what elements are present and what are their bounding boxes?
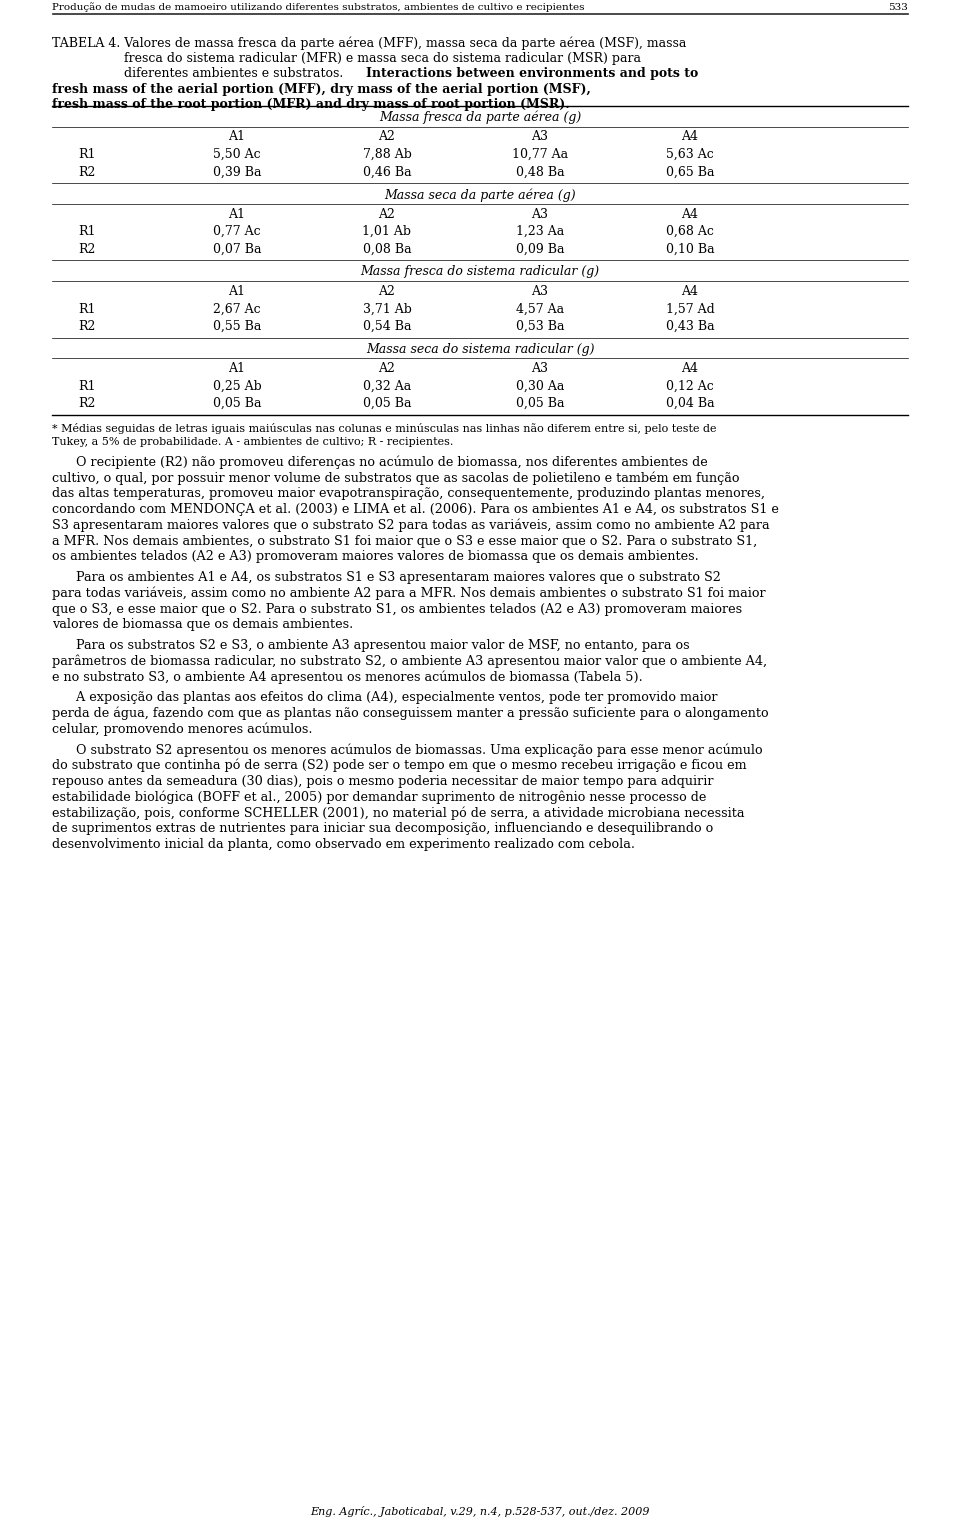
Text: repouso antes da semeadura (30 dias), pois o mesmo poderia necessitar de maior t: repouso antes da semeadura (30 dias), po… [52, 775, 713, 787]
Text: parâmetros de biomassa radicular, no substrato S2, o ambiente A3 apresentou maio: parâmetros de biomassa radicular, no sub… [52, 654, 767, 668]
Text: estabilidade biológica (BOFF et al., 2005) por demandar suprimento de nitrogênio: estabilidade biológica (BOFF et al., 200… [52, 790, 707, 804]
Text: 0,32 Aa: 0,32 Aa [363, 379, 411, 393]
Text: A3: A3 [532, 284, 548, 298]
Text: 0,05 Ba: 0,05 Ba [213, 398, 261, 410]
Text: 0,55 Ba: 0,55 Ba [213, 320, 261, 333]
Text: 0,53 Ba: 0,53 Ba [516, 320, 564, 333]
Text: A2: A2 [378, 130, 396, 144]
Text: A1: A1 [228, 130, 246, 144]
Text: 0,54 Ba: 0,54 Ba [363, 320, 411, 333]
Text: a MFR. Nos demais ambientes, o substrato S1 foi maior que o S3 e esse maior que : a MFR. Nos demais ambientes, o substrato… [52, 535, 757, 547]
Text: R1: R1 [79, 303, 96, 315]
Text: * Médias seguidas de letras iguais maiúsculas nas colunas e minúsculas nas linha: * Médias seguidas de letras iguais maiús… [52, 422, 716, 434]
Text: 1,01 Ab: 1,01 Ab [363, 225, 412, 239]
Text: A4: A4 [682, 208, 699, 220]
Text: que o S3, e esse maior que o S2. Para o substrato S1, os ambientes telados (A2 e: que o S3, e esse maior que o S2. Para o … [52, 602, 742, 616]
Text: A1: A1 [228, 362, 246, 375]
Text: 0,48 Ba: 0,48 Ba [516, 165, 564, 179]
Text: 1,57 Ad: 1,57 Ad [665, 303, 714, 315]
Text: Tukey, a 5% de probabilidade. A - ambientes de cultivo; R - recipientes.: Tukey, a 5% de probabilidade. A - ambien… [52, 437, 453, 446]
Text: concordando com MENDONÇA et al. (2003) e LIMA et al. (2006). Para os ambientes A: concordando com MENDONÇA et al. (2003) e… [52, 503, 779, 515]
Text: A3: A3 [532, 208, 548, 220]
Text: R1: R1 [79, 225, 96, 239]
Text: R2: R2 [79, 165, 96, 179]
Text: R1: R1 [79, 148, 96, 161]
Text: 0,43 Ba: 0,43 Ba [665, 320, 714, 333]
Text: A4: A4 [682, 362, 699, 375]
Text: A4: A4 [682, 284, 699, 298]
Text: Massa seca da parte aérea (g): Massa seca da parte aérea (g) [384, 188, 576, 202]
Text: 3,71 Ab: 3,71 Ab [363, 303, 412, 315]
Text: Massa seca do sistema radicular (g): Massa seca do sistema radicular (g) [366, 342, 594, 356]
Text: Para os substratos S2 e S3, o ambiente A3 apresentou maior valor de MSF, no enta: Para os substratos S2 e S3, o ambiente A… [52, 639, 689, 651]
Text: desenvolvimento inicial da planta, como observado em experimento realizado com c: desenvolvimento inicial da planta, como … [52, 838, 635, 852]
Text: perda de água, fazendo com que as plantas não conseguissem manter a pressão sufi: perda de água, fazendo com que as planta… [52, 706, 769, 720]
Text: 0,68 Ac: 0,68 Ac [666, 225, 714, 239]
Text: A2: A2 [378, 362, 396, 375]
Text: A3: A3 [532, 362, 548, 375]
Text: 0,77 Ac: 0,77 Ac [213, 225, 261, 239]
Text: 5,63 Ac: 5,63 Ac [666, 148, 714, 161]
Text: O substrato S2 apresentou os menores acúmulos de biomassas. Uma explicação para : O substrato S2 apresentou os menores acú… [52, 743, 762, 757]
Text: 0,05 Ba: 0,05 Ba [516, 398, 564, 410]
Text: valores de biomassa que os demais ambientes.: valores de biomassa que os demais ambien… [52, 618, 353, 631]
Text: diferentes ambientes e substratos.: diferentes ambientes e substratos. [124, 67, 348, 80]
Text: de suprimentos extras de nutrientes para iniciar sua decomposição, influenciando: de suprimentos extras de nutrientes para… [52, 823, 713, 835]
Text: para todas variáveis, assim como no ambiente A2 para a MFR. Nos demais ambientes: para todas variáveis, assim como no ambi… [52, 587, 766, 601]
Text: TABELA 4. Valores de massa fresca da parte aérea (MFF), massa seca da parte aére: TABELA 4. Valores de massa fresca da par… [52, 37, 686, 49]
Text: 7,88 Ab: 7,88 Ab [363, 148, 412, 161]
Text: e no substrato S3, o ambiente A4 apresentou os menores acúmulos de biomassa (Tab: e no substrato S3, o ambiente A4 apresen… [52, 671, 643, 683]
Text: 533: 533 [888, 3, 908, 12]
Text: Interactions between environments and pots to: Interactions between environments and po… [366, 67, 698, 80]
Text: fresh mass of the root portion (MFR) and dry mass of root portion (MSR).: fresh mass of the root portion (MFR) and… [52, 98, 569, 112]
Text: estabilização, pois, conforme SCHELLER (2001), no material pó de serra, a ativid: estabilização, pois, conforme SCHELLER (… [52, 806, 745, 820]
Text: Massa fresca da parte aérea (g): Massa fresca da parte aérea (g) [379, 110, 581, 124]
Text: A4: A4 [682, 130, 699, 144]
Text: Para os ambientes A1 e A4, os substratos S1 e S3 apresentaram maiores valores qu: Para os ambientes A1 e A4, os substratos… [52, 570, 721, 584]
Text: 2,67 Ac: 2,67 Ac [213, 303, 261, 315]
Text: 0,39 Ba: 0,39 Ba [213, 165, 261, 179]
Text: fresh mass of the aerial portion (MFF), dry mass of the aerial portion (MSF),: fresh mass of the aerial portion (MFF), … [52, 83, 590, 95]
Text: 0,65 Ba: 0,65 Ba [665, 165, 714, 179]
Text: A exposição das plantas aos efeitos do clima (A4), especialmente ventos, pode te: A exposição das plantas aos efeitos do c… [52, 691, 717, 703]
Text: Massa fresca do sistema radicular (g): Massa fresca do sistema radicular (g) [360, 265, 600, 278]
Text: os ambientes telados (A2 e A3) promoveram maiores valores de biomassa que os dem: os ambientes telados (A2 e A3) promovera… [52, 550, 699, 563]
Text: 1,23 Aa: 1,23 Aa [516, 225, 564, 239]
Text: S3 apresentaram maiores valores que o substrato S2 para todas as variáveis, assi: S3 apresentaram maiores valores que o su… [52, 518, 770, 532]
Text: O recipiente (R2) não promoveu diferenças no acúmulo de biomassa, nos diferentes: O recipiente (R2) não promoveu diferença… [52, 456, 708, 469]
Text: R2: R2 [79, 398, 96, 410]
Text: R2: R2 [79, 320, 96, 333]
Text: Produção de mudas de mamoeiro utilizando diferentes substratos, ambientes de cul: Produção de mudas de mamoeiro utilizando… [52, 3, 585, 12]
Text: 0,07 Ba: 0,07 Ba [213, 243, 261, 255]
Text: A2: A2 [378, 208, 396, 220]
Text: 10,77 Aa: 10,77 Aa [512, 148, 568, 161]
Text: do substrato que continha pó de serra (S2) pode ser o tempo em que o mesmo receb: do substrato que continha pó de serra (S… [52, 758, 747, 772]
Text: 0,46 Ba: 0,46 Ba [363, 165, 411, 179]
Text: 5,50 Ac: 5,50 Ac [213, 148, 261, 161]
Text: 0,12 Ac: 0,12 Ac [666, 379, 714, 393]
Text: 0,04 Ba: 0,04 Ba [665, 398, 714, 410]
Text: 0,25 Ab: 0,25 Ab [212, 379, 261, 393]
Text: 0,09 Ba: 0,09 Ba [516, 243, 564, 255]
Text: Eng. Agríc., Jaboticabal, v.29, n.4, p.528-537, out./dez. 2009: Eng. Agríc., Jaboticabal, v.29, n.4, p.5… [310, 1506, 650, 1517]
Text: cultivo, o qual, por possuir menor volume de substratos que as sacolas de poliet: cultivo, o qual, por possuir menor volum… [52, 471, 739, 485]
Text: R1: R1 [79, 379, 96, 393]
Text: celular, promovendo menores acúmulos.: celular, promovendo menores acúmulos. [52, 723, 313, 735]
Text: fresca do sistema radicular (MFR) e massa seca do sistema radicular (MSR) para: fresca do sistema radicular (MFR) e mass… [124, 52, 641, 64]
Text: A1: A1 [228, 284, 246, 298]
Text: 4,57 Aa: 4,57 Aa [516, 303, 564, 315]
Text: R2: R2 [79, 243, 96, 255]
Text: A1: A1 [228, 208, 246, 220]
Text: 0,10 Ba: 0,10 Ba [665, 243, 714, 255]
Text: 0,30 Aa: 0,30 Aa [516, 379, 564, 393]
Text: A2: A2 [378, 284, 396, 298]
Text: 0,08 Ba: 0,08 Ba [363, 243, 411, 255]
Text: 0,05 Ba: 0,05 Ba [363, 398, 411, 410]
Text: A3: A3 [532, 130, 548, 144]
Text: das altas temperaturas, promoveu maior evapotranspiração, consequentemente, prod: das altas temperaturas, promoveu maior e… [52, 488, 765, 500]
